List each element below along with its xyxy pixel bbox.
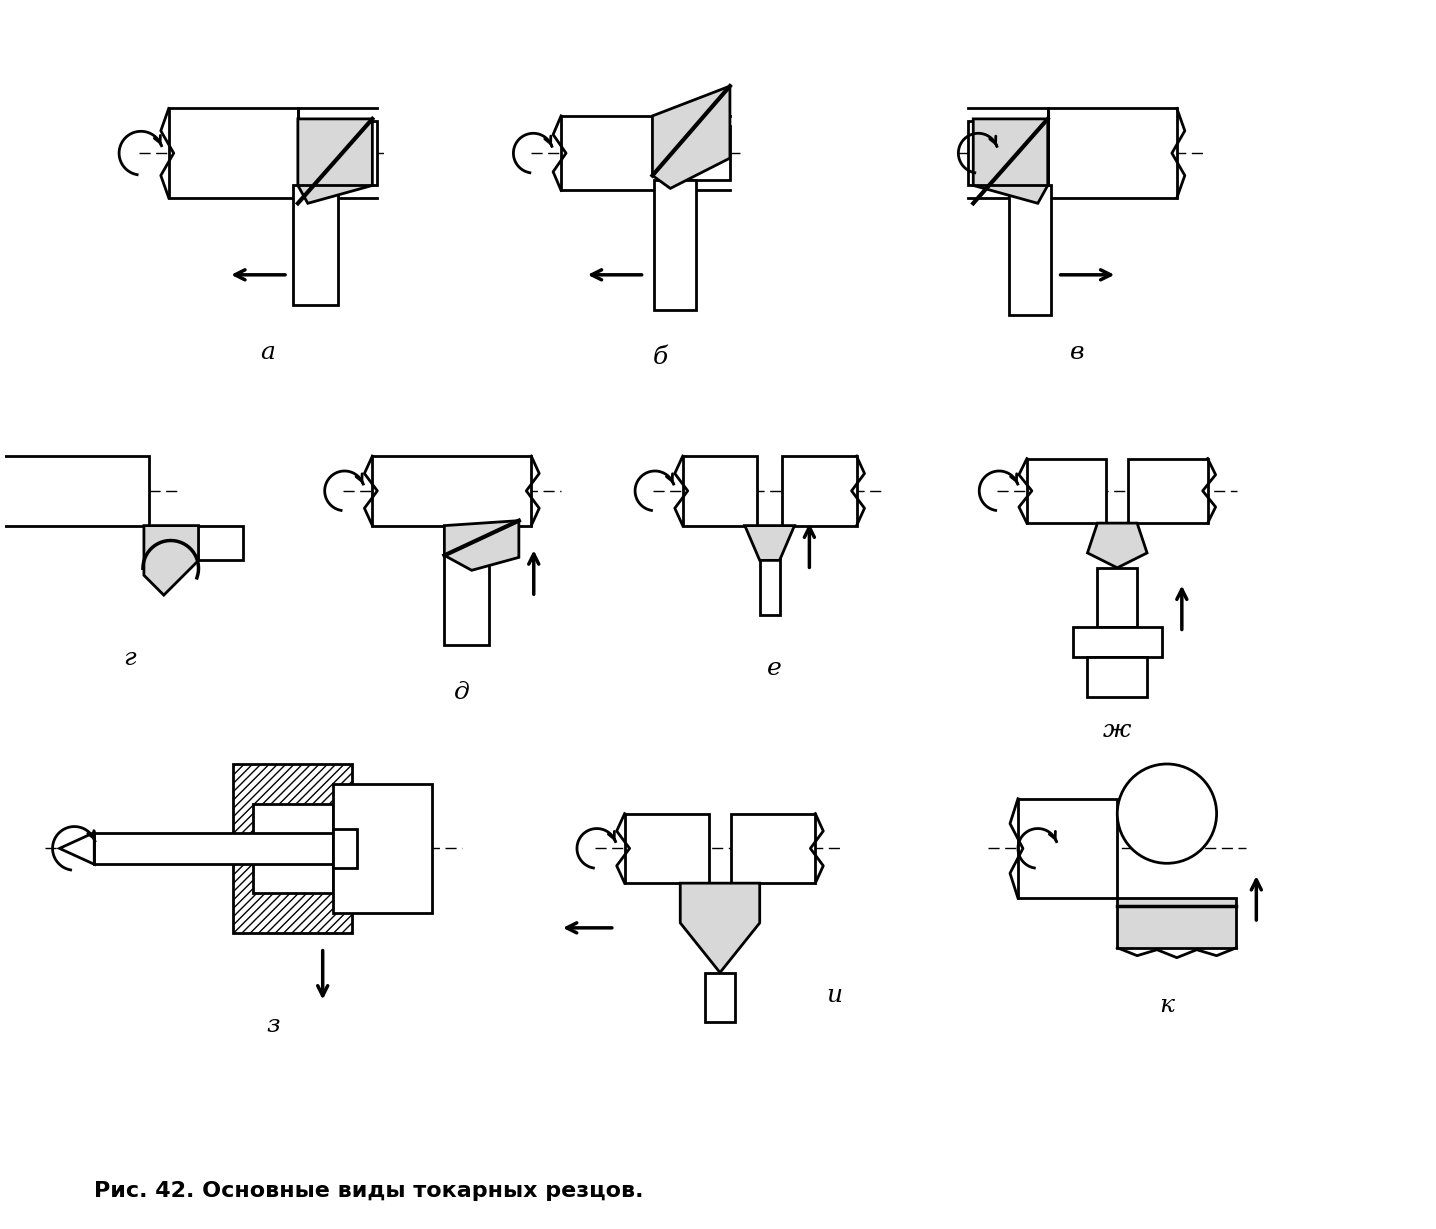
Polygon shape [1087,524,1147,568]
Polygon shape [297,119,372,203]
Text: Рис. 42. Основные виды токарных резцов.: Рис. 42. Основные виды токарных резцов. [95,1181,643,1201]
Bar [1010,186,1051,315]
Bar [625,814,709,884]
Bar [1048,108,1178,198]
Bar [1018,799,1117,898]
Bar [1027,458,1106,524]
Polygon shape [1117,898,1236,948]
Bar [1097,568,1137,628]
Bar [169,108,297,198]
Text: к: к [1159,994,1175,1018]
Text: а: а [261,342,276,364]
Bar [333,828,358,868]
Bar [1087,658,1147,697]
Text: и: и [826,984,843,1008]
Bar [0,456,149,526]
Bar [783,456,856,526]
Text: в: в [1070,342,1084,364]
Bar [444,526,490,645]
Bar [253,804,333,893]
Bar [682,456,757,526]
Bar [333,784,432,913]
Circle shape [1117,764,1216,863]
Bar [144,526,243,560]
Polygon shape [652,86,729,188]
Text: е: е [767,656,783,680]
Bar [293,186,337,305]
Text: г: г [122,646,135,670]
Polygon shape [59,832,95,864]
Bar [561,116,661,190]
Bar [372,456,531,526]
Polygon shape [681,884,760,972]
Bar [1073,628,1162,658]
Bar [760,526,780,614]
Bar [233,764,352,933]
Polygon shape [444,521,518,570]
Bar [297,120,378,186]
Bar [95,832,333,864]
Bar [705,972,735,1023]
Text: з: з [266,1014,280,1037]
Text: ж: ж [1103,719,1132,741]
Bar [968,120,1048,186]
Polygon shape [745,526,794,560]
Text: б: б [653,347,668,369]
Polygon shape [974,119,1048,203]
Bar [1129,458,1208,524]
Text: д: д [454,681,470,704]
Bar [655,181,696,310]
Bar [731,814,816,884]
Polygon shape [144,526,198,595]
Bar [661,125,729,181]
